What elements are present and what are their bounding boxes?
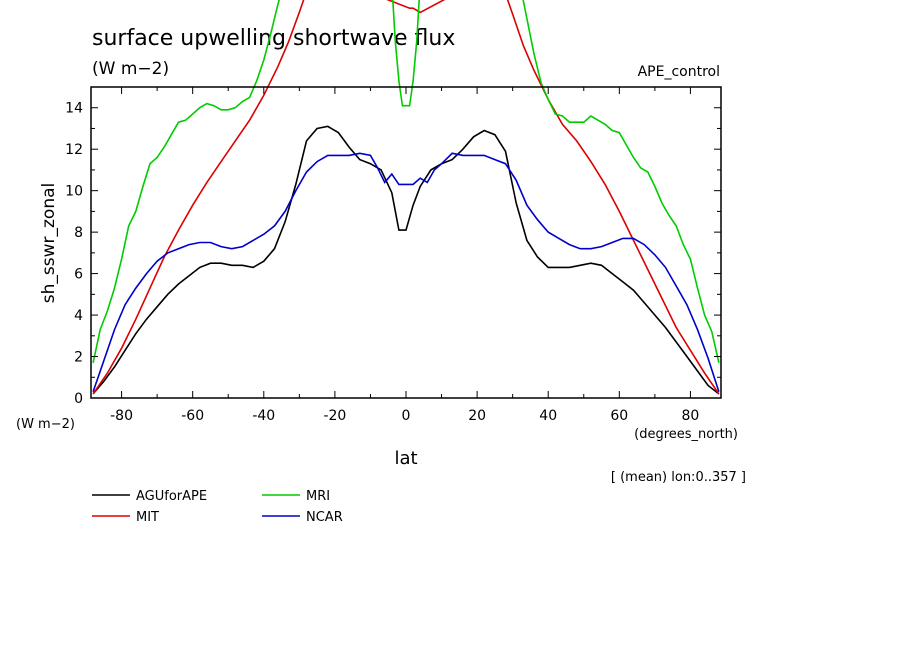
x-tick-label: 40 <box>539 408 557 424</box>
axis-layer: -80 -60 -40 -20 0 20 40 60 80 0 2 4 6 8 10 12 14 <box>65 87 721 424</box>
y-tick-label: 14 <box>65 101 83 117</box>
y-tick-label: 0 <box>74 391 83 407</box>
chart-title: surface upwelling shortwave flux <box>92 26 455 51</box>
y-tick-label: 2 <box>74 350 83 366</box>
y-tick-label: 4 <box>74 308 83 324</box>
x-tick-label: 20 <box>468 408 486 424</box>
series-line-aguforape <box>92 125 720 395</box>
y-tick-label: 8 <box>74 225 83 241</box>
footnote: [ (mean) lon:0..357 ] <box>611 470 746 485</box>
legend-label-aguforape: AGUforAPE <box>136 489 207 504</box>
x-tick-label: 0 <box>402 408 411 424</box>
series-line-mit <box>92 0 720 395</box>
run-label: APE_control <box>638 64 720 80</box>
series-line-mri <box>92 0 720 363</box>
x-tick-label: -40 <box>252 408 275 424</box>
plot-frame <box>90 86 722 399</box>
x-tick-label: -80 <box>110 408 133 424</box>
x-axis-units: (degrees_north) <box>634 427 738 442</box>
x-tick-label: -60 <box>181 408 204 424</box>
x-axis-label: lat <box>394 448 417 469</box>
y-axis-units: (W m−2) <box>16 417 75 432</box>
y-tick-label: 6 <box>74 267 83 283</box>
x-tick-label: 80 <box>682 408 700 424</box>
legend-label-ncar: NCAR <box>306 510 343 525</box>
y-tick-label: 12 <box>65 142 83 158</box>
x-tick-label: -20 <box>323 408 346 424</box>
legend-label-mri: MRI <box>306 489 330 504</box>
y-tick-label: 10 <box>65 184 83 200</box>
series-layer <box>92 0 720 395</box>
series-line-ncar <box>92 152 720 393</box>
legend-label-mit: MIT <box>136 510 159 525</box>
legend: AGUforAPE MIT MRI NCAR <box>92 489 343 525</box>
x-tick-label: 60 <box>610 408 628 424</box>
y-axis-label: sh_sswr_zonal <box>39 183 59 303</box>
chart-units: (W m−2) <box>92 59 169 79</box>
